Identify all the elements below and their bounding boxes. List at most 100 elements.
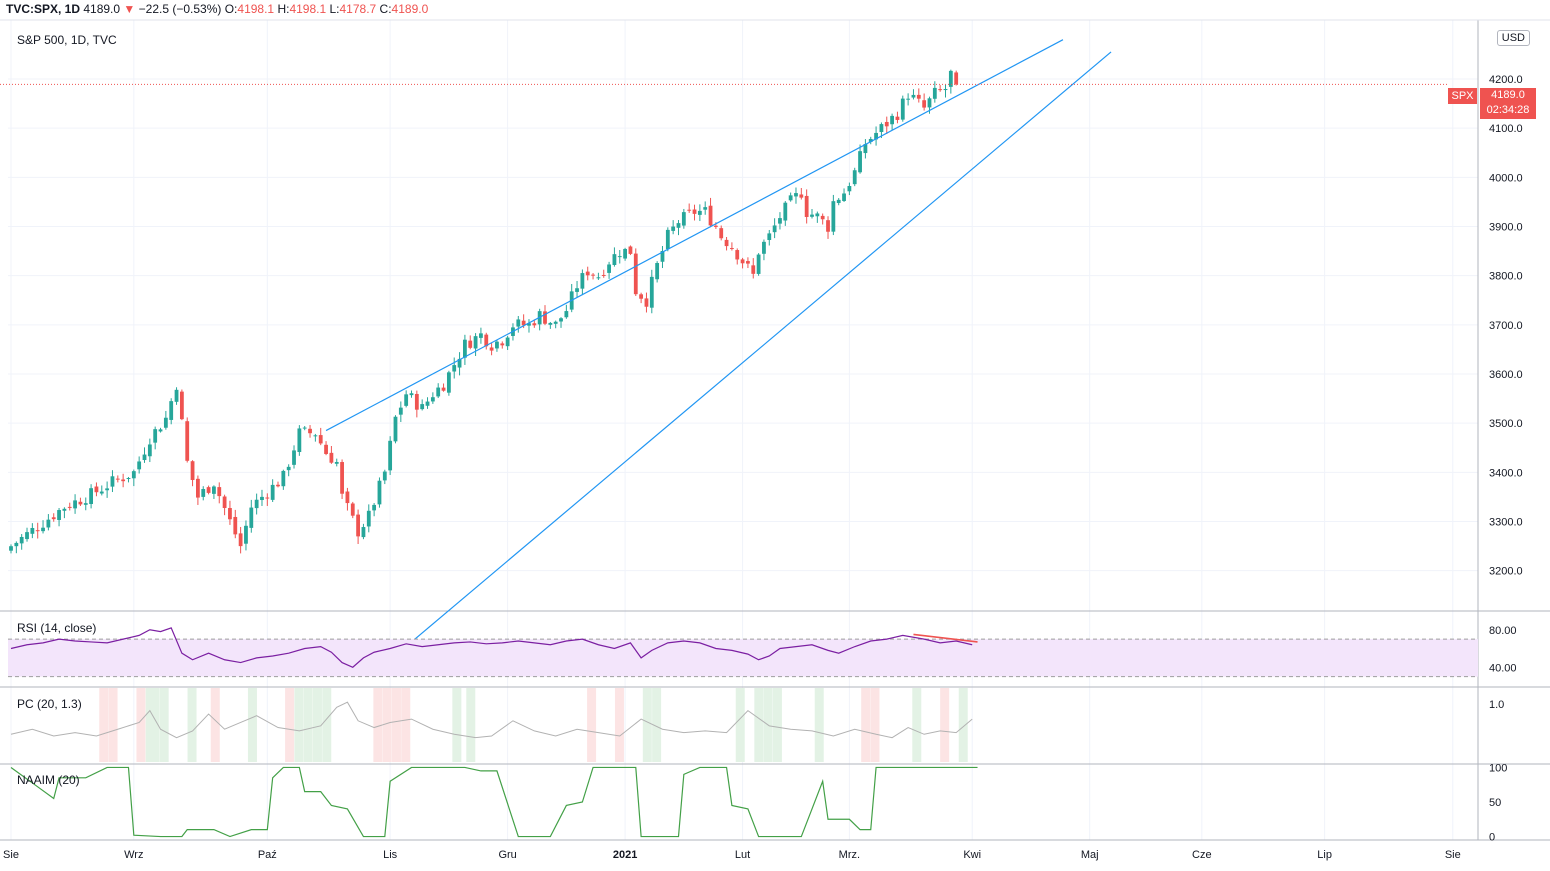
candle-body xyxy=(67,506,72,508)
candle-body xyxy=(463,339,467,358)
candle-body xyxy=(505,337,510,347)
candle-body xyxy=(948,70,953,87)
open-value: 4198.1 xyxy=(237,2,275,16)
candle-body xyxy=(730,248,734,250)
candle-body xyxy=(879,124,884,133)
candle-body xyxy=(708,205,713,226)
candle-body xyxy=(414,393,419,410)
time-axis-label: Kwi xyxy=(963,849,981,861)
candle-body xyxy=(94,486,99,493)
pc-highlight-bar xyxy=(754,688,764,762)
rsi-pane-label[interactable]: RSI (14, close) xyxy=(17,621,97,635)
candle-body xyxy=(735,250,740,260)
pc-highlight-bar xyxy=(382,688,392,762)
candles-group xyxy=(9,69,959,554)
candle-body xyxy=(740,259,745,264)
close-value: 4189.0 xyxy=(391,2,429,16)
rsi-axis-label: 80.00 xyxy=(1489,625,1517,637)
candle-body xyxy=(350,503,355,516)
candle-body xyxy=(228,508,232,520)
candle-body xyxy=(174,389,179,402)
price-axis-label: 3800.0 xyxy=(1489,271,1523,283)
candle-body xyxy=(105,488,110,491)
time-axis-label: Gru xyxy=(498,849,516,861)
candle-body xyxy=(201,489,206,497)
naaim-axis-label: 100 xyxy=(1489,762,1507,774)
time-axis-label: Sie xyxy=(1445,849,1461,861)
candle-body xyxy=(831,201,836,232)
pc-line xyxy=(10,701,973,739)
candle-body xyxy=(788,195,793,201)
candle-body xyxy=(73,500,77,509)
pc-highlight-bar xyxy=(912,688,922,762)
candle-body xyxy=(46,519,51,528)
candle-body xyxy=(286,466,291,471)
candle-body xyxy=(14,542,19,547)
last-price-tag: 4189.0 02:34:28 xyxy=(1480,88,1536,119)
candle-body xyxy=(895,116,900,120)
candle-body xyxy=(57,510,61,520)
candle-body xyxy=(575,288,579,292)
candle-body xyxy=(222,496,227,509)
candle-body xyxy=(473,336,478,349)
candle-body xyxy=(452,365,457,372)
candle-body xyxy=(441,387,446,391)
time-axis-label: Maj xyxy=(1081,849,1099,861)
candle-body xyxy=(783,202,788,221)
candle-body xyxy=(196,478,200,498)
naaim-pane-label[interactable]: NAAIM (20) xyxy=(17,773,80,787)
candle-body xyxy=(852,170,857,185)
candle-body xyxy=(767,233,772,240)
currency-button[interactable]: USD xyxy=(1496,30,1530,46)
candle-body xyxy=(703,207,708,210)
candle-body xyxy=(713,225,718,227)
pc-highlight-bar xyxy=(735,688,745,762)
pc-highlight-bar xyxy=(108,688,118,762)
candle-body xyxy=(334,461,339,464)
candle-body xyxy=(596,277,601,279)
candle-body xyxy=(527,323,531,326)
candle-body xyxy=(185,421,190,461)
candle-body xyxy=(762,241,766,254)
candle-body xyxy=(954,72,959,85)
candle-body xyxy=(142,454,147,461)
candle-body xyxy=(820,215,825,220)
candle-body xyxy=(884,121,889,127)
last-price-tag-value: 4189.0 xyxy=(1491,89,1525,101)
down-arrow-icon: ▼ xyxy=(123,2,136,16)
candle-body xyxy=(906,98,911,100)
time-axis-label: Lip xyxy=(1317,849,1332,861)
symbol-price-tag: SPX xyxy=(1448,88,1477,104)
candle-body xyxy=(836,199,841,204)
price-axis-label: 3200.0 xyxy=(1489,566,1523,578)
candle-body xyxy=(217,487,222,497)
candle-body xyxy=(943,88,948,91)
candle-body xyxy=(665,229,670,250)
candle-body xyxy=(212,486,216,494)
time-axis-label: Cze xyxy=(1192,849,1212,861)
candle-body xyxy=(254,499,259,509)
candle-body xyxy=(468,340,473,348)
symbol-header: TVC:SPX, 1D 4189.0 ▼ −22.5 (−0.53%) O:41… xyxy=(6,2,428,16)
pc-highlight-bar xyxy=(136,688,146,762)
candle-body xyxy=(436,387,441,397)
candle-body xyxy=(623,248,627,259)
candle-body xyxy=(495,341,499,349)
close-label: C: xyxy=(379,2,392,16)
pc-pane-label[interactable]: PC (20, 1.3) xyxy=(17,697,82,711)
time-axis-label: Mrz. xyxy=(839,849,860,861)
pc-highlight-bar xyxy=(772,688,782,762)
candle-body xyxy=(649,276,654,308)
symbol-name[interactable]: TVC:SPX, 1D xyxy=(6,2,81,16)
candle-body xyxy=(35,530,40,532)
candle-body xyxy=(297,428,302,453)
time-axis-label: Lut xyxy=(735,849,750,861)
candle-body xyxy=(719,228,724,239)
naaim-axis-label: 0 xyxy=(1489,832,1495,844)
candle-body xyxy=(356,514,360,537)
pc-highlight-bar xyxy=(870,688,880,762)
candle-body xyxy=(372,504,377,511)
candle-body xyxy=(398,407,403,415)
pc-highlight-bar xyxy=(466,688,476,762)
